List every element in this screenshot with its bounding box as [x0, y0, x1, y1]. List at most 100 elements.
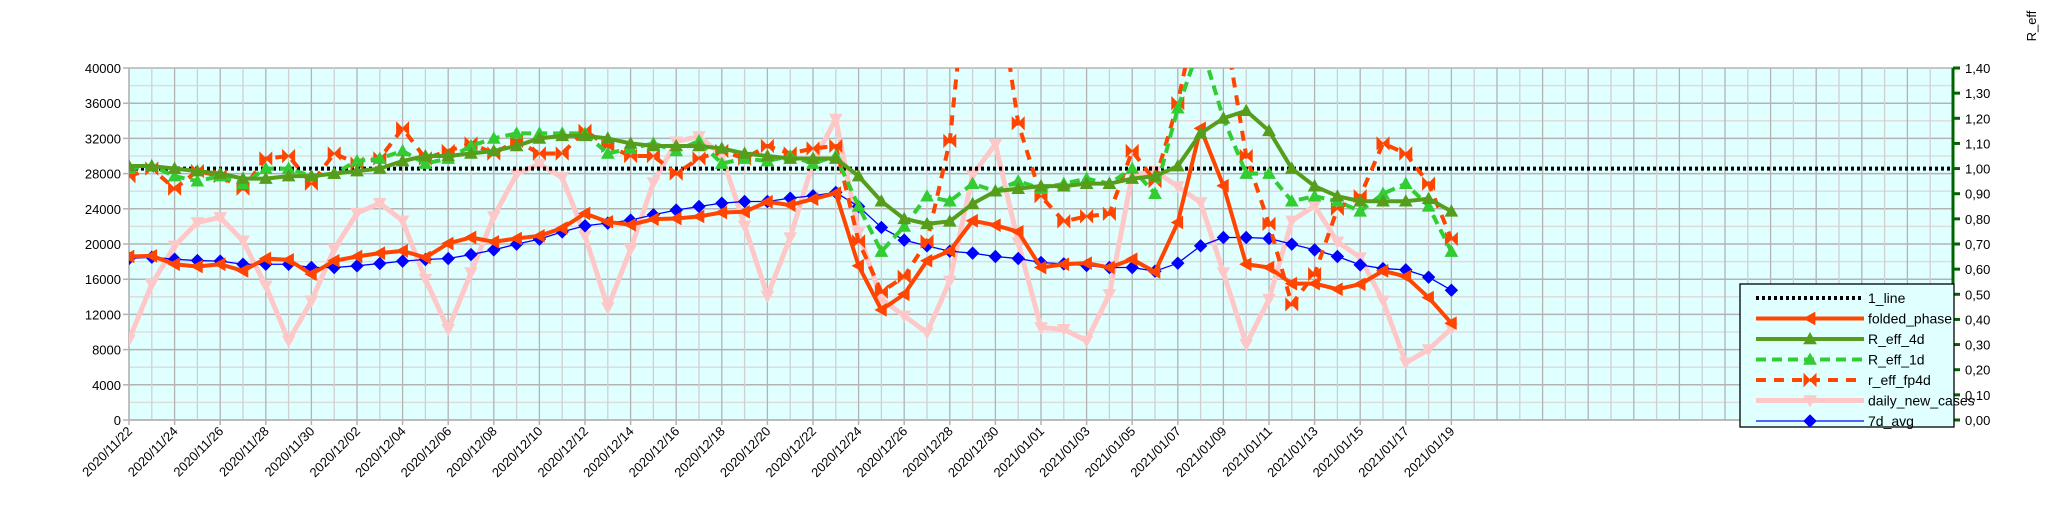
- data-point-r-eff-fp4d: [1376, 136, 1390, 151]
- data-point-r-eff-4d: [304, 169, 319, 182]
- data-point-daily-new-cases: [988, 138, 1003, 152]
- data-point-r-eff-4d: [486, 143, 501, 157]
- data-point-r-eff-4d: [144, 159, 159, 172]
- data-point-r-eff-4d: [920, 216, 934, 230]
- data-point-daily-new-cases: [372, 197, 387, 211]
- data-point-folded-phase: [919, 253, 933, 268]
- data-point-r-eff-4d: [350, 164, 364, 177]
- y-tick-label: 36000: [85, 96, 121, 111]
- data-point-r-eff-fp4d: [1080, 209, 1094, 224]
- data-point-r-eff-fp4d: [396, 121, 410, 136]
- data-point-folded-phase: [646, 212, 659, 227]
- y2-tick-label: 1,20: [1965, 111, 1990, 126]
- data-point-r-eff-fp4d: [874, 284, 888, 299]
- data-point-folded-phase: [167, 257, 180, 272]
- data-point-r-eff-4d: [1330, 189, 1345, 202]
- data-point-r-eff-fp4d: [1239, 148, 1253, 164]
- data-point-daily-new-cases: [1216, 267, 1231, 280]
- legend-label: 1_line: [1868, 290, 1906, 306]
- data-point-folded-phase: [1147, 265, 1161, 279]
- data-point-7d-avg: [897, 233, 911, 247]
- data-point-r-eff-fp4d: [1285, 297, 1299, 312]
- data-point-r-eff-4d: [281, 169, 296, 182]
- data-point-r-eff-4d: [1307, 179, 1322, 192]
- data-point-7d-avg: [1307, 243, 1322, 257]
- data-point-r-eff-4d: [1102, 176, 1117, 189]
- data-point-7d-avg: [441, 251, 455, 266]
- data-point-daily-new-cases: [1376, 295, 1390, 308]
- data-point-folded-phase: [851, 258, 864, 273]
- data-point-7d-avg: [737, 194, 752, 209]
- data-point-daily-new-cases: [1170, 181, 1185, 194]
- data-point-daily-new-cases: [350, 207, 364, 221]
- data-point-folded-phase: [1239, 257, 1252, 272]
- data-point-daily-new-cases: [623, 243, 638, 257]
- data-point-r-eff-1d: [1398, 176, 1413, 189]
- data-point-7d-avg: [1011, 251, 1025, 266]
- data-point-r-eff-1d: [942, 194, 957, 207]
- data-point-r-eff-fp4d: [1011, 116, 1025, 131]
- data-point-r-eff-fp4d: [282, 148, 296, 164]
- data-point-r-eff-1d: [600, 146, 615, 159]
- data-point-r-eff-fp4d: [1262, 216, 1276, 232]
- data-point-r-eff-4d: [1216, 111, 1231, 124]
- y2-tick-label: 0,80: [1965, 212, 1990, 227]
- data-point-7d-avg: [578, 219, 592, 233]
- data-point-r-eff-4d: [327, 166, 342, 179]
- data-point-r-eff-4d: [760, 148, 775, 162]
- data-point-7d-avg: [1216, 230, 1231, 245]
- data-point-folded-phase: [1216, 178, 1229, 193]
- data-point-daily-new-cases: [236, 235, 250, 248]
- data-point-r-eff-1d: [1353, 204, 1368, 217]
- data-point-folded-phase: [988, 218, 1001, 233]
- data-point-r-eff-4d: [851, 169, 866, 182]
- legend-label: R_eff_4d: [1868, 331, 1925, 347]
- data-point-folded-phase: [1330, 282, 1343, 297]
- data-point-folded-phase: [874, 303, 887, 317]
- data-point-r-eff-fp4d: [555, 146, 569, 161]
- data-point-r-eff-4d: [1284, 161, 1299, 174]
- data-point-daily-new-cases: [1421, 344, 1436, 357]
- data-point-folded-phase: [760, 194, 773, 209]
- data-point-7d-avg: [1285, 237, 1299, 251]
- data-point-r-eff-4d: [600, 131, 615, 144]
- data-point-folded-phase: [395, 244, 408, 258]
- data-point-daily-new-cases: [464, 267, 478, 280]
- data-point-folded-phase: [532, 228, 545, 243]
- data-point-folded-phase: [714, 205, 728, 220]
- y-tick-label: 20000: [85, 237, 121, 252]
- data-point-r-eff-4d: [1353, 194, 1368, 207]
- y2-axis-title: R_eff: [2024, 10, 2039, 41]
- data-point-daily-new-cases: [441, 323, 456, 337]
- data-point-daily-new-cases: [760, 290, 775, 303]
- legend-label: daily_new_cases: [1868, 393, 1975, 409]
- data-point-folded-phase: [418, 250, 431, 265]
- data-point-daily-new-cases: [1193, 197, 1208, 210]
- data-point-folded-phase: [1079, 256, 1092, 271]
- data-point-folded-phase: [1307, 276, 1320, 291]
- y-tick-label: 8000: [92, 343, 121, 358]
- data-point-r-eff-fp4d: [897, 269, 911, 284]
- data-point-folded-phase: [441, 236, 454, 251]
- data-point-7d-avg: [1239, 230, 1253, 245]
- data-point-daily-new-cases: [942, 275, 957, 288]
- data-point-daily-new-cases: [395, 215, 410, 228]
- data-point-r-eff-4d: [1011, 181, 1026, 194]
- data-point-7d-avg: [350, 259, 364, 273]
- data-point-r-eff-4d: [1079, 176, 1094, 189]
- grid: [128, 67, 1954, 421]
- data-point-r-eff-4d: [441, 148, 456, 162]
- data-point-folded-phase: [281, 252, 294, 267]
- data-point-r-eff-4d: [555, 128, 570, 142]
- data-point-r-eff-4d: [1444, 204, 1459, 217]
- data-point-r-eff-4d: [623, 136, 638, 149]
- y-tick-label: 28000: [85, 167, 121, 182]
- data-point-r-eff-4d: [1376, 194, 1390, 207]
- legend-label: folded_phase: [1868, 311, 1952, 327]
- data-point-r-eff-4d: [418, 148, 433, 162]
- data-point-folded-phase: [669, 211, 682, 226]
- y2-tick-label: 1,00: [1965, 162, 1990, 177]
- data-point-folded-phase: [1125, 252, 1138, 267]
- data-point-r-eff-fp4d: [760, 138, 774, 154]
- data-point-daily-new-cases: [965, 169, 980, 183]
